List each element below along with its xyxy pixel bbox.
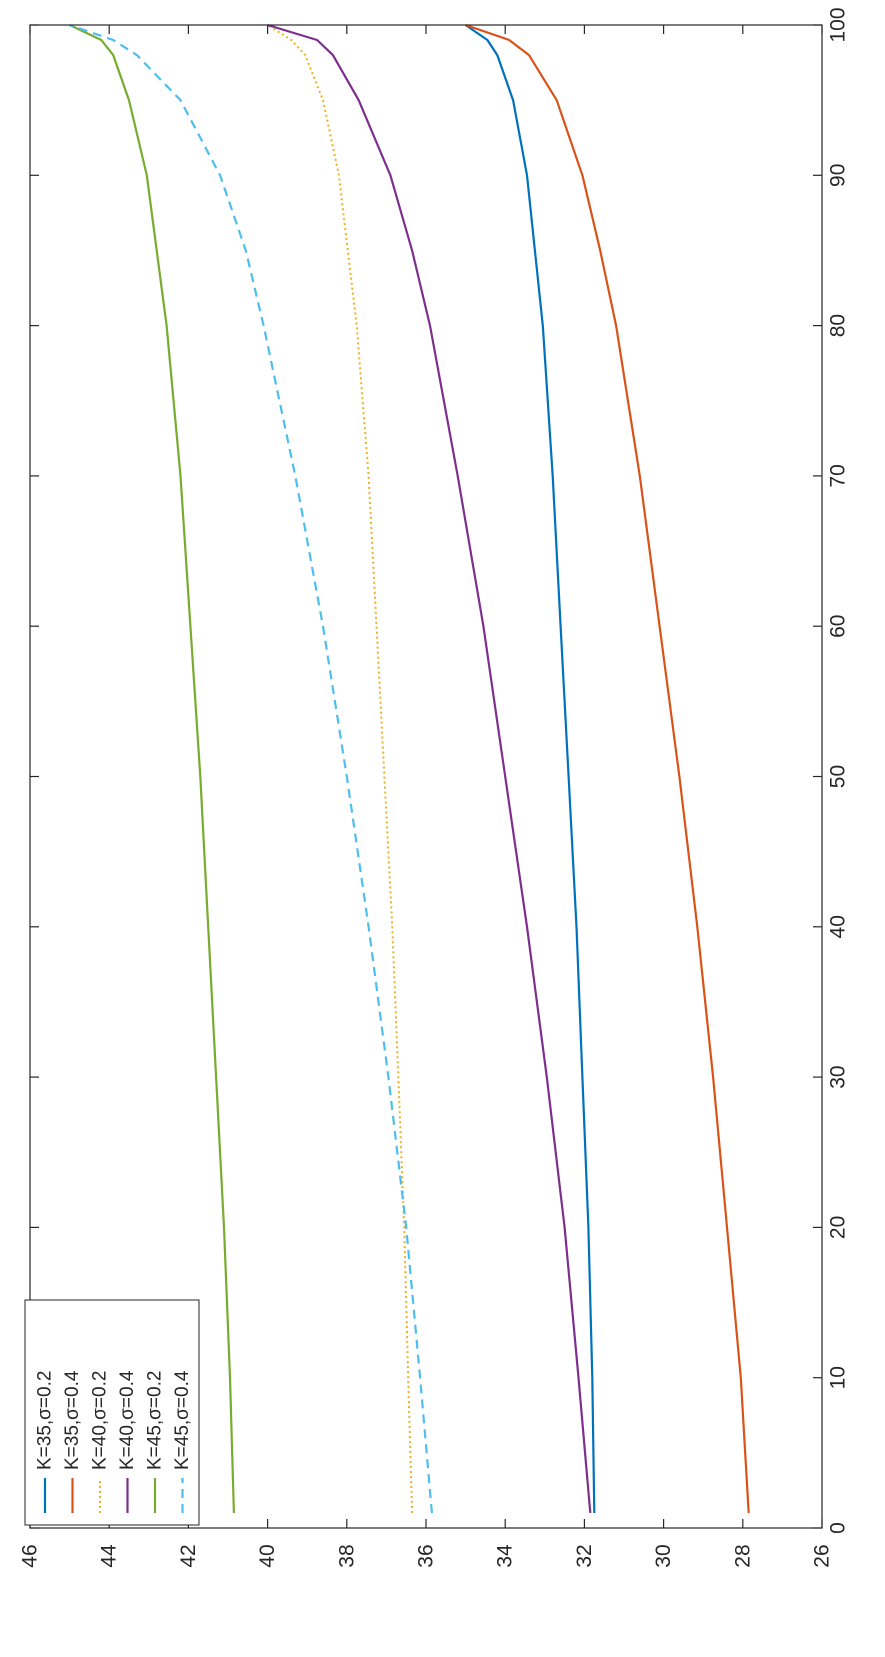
series-line-3 [267,24,414,1514]
legend-box [24,1299,200,1526]
y-tick-label-40: 40 [256,1544,279,1567]
series-line-4 [267,23,592,1514]
legend-label-6: K=45,σ=0.4 [172,1370,193,1470]
series-line-5 [69,24,235,1514]
x-tick-label-60: 60 [827,615,850,638]
y-tick-label-38: 38 [335,1544,358,1567]
y-tick-label-32: 32 [573,1544,596,1567]
series-line-2 [465,23,750,1514]
legend-label-5: K=45,σ=0.2 [145,1371,166,1470]
legend: K=35,σ=0.2 K=35,σ=0.4 K=40,σ=0.2 K=40,σ=0.4… [24,1299,200,1526]
y-tick-label-46: 46 [19,1544,42,1567]
x-tick-label-100: 100 [827,7,850,42]
x-tick-label-0: 0 [827,1522,850,1534]
x-tick-label-30: 30 [827,1065,850,1088]
axes-layer: 0 10 20 30 40 50 60 70 80 90 100 26 28 30 32 34 36 38 40 42… [19,7,850,1567]
legend-label-3: K=40,σ=0.2 [90,1371,111,1470]
y-tick-label-44: 44 [98,1544,121,1568]
x-tick-label-50: 50 [827,765,850,788]
x-tick-label-20: 20 [827,1216,850,1239]
series-line-6 [69,23,433,1514]
y-tick-label-34: 34 [494,1544,517,1568]
plot-area [30,25,822,1528]
series-layer [69,23,750,1514]
legend-label-4: K=40,σ=0.4 [117,1370,138,1470]
x-tick-label-40: 40 [827,915,850,938]
x-tick-label-10: 10 [827,1366,850,1389]
legend-label-1: K=35,σ=0.2 [35,1371,56,1470]
x-tick-label-70: 70 [827,464,850,487]
legend-label-2: K=35,σ=0.4 [62,1370,83,1470]
plot-background [30,25,822,1528]
y-tick-label-36: 36 [415,1544,438,1567]
y-tick-label-30: 30 [652,1544,675,1567]
x-tick-label-80: 80 [827,314,850,337]
y-tick-label-42: 42 [177,1544,200,1567]
y-tick-label-28: 28 [731,1544,754,1567]
x-tick-label-90: 90 [827,164,850,187]
series-line-1 [464,24,596,1514]
y-tick-label-26: 26 [811,1544,834,1567]
